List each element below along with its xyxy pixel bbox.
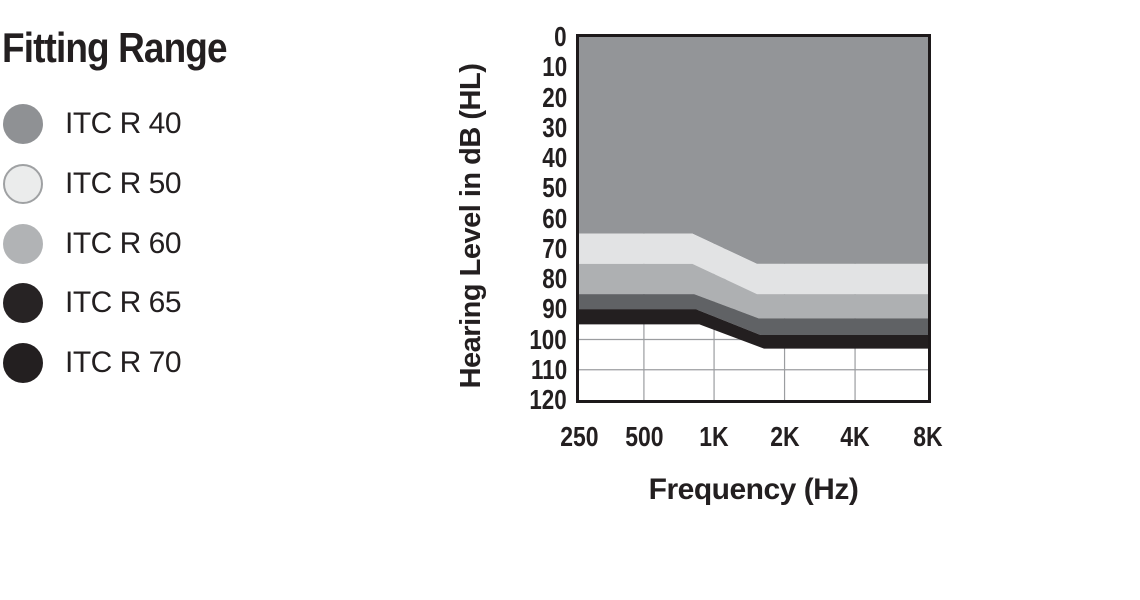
legend-swatch-itc-r-70-icon	[3, 343, 43, 383]
legend-label-itc-r-40: ITC R 40	[65, 107, 182, 140]
band-itc-r-70	[579, 309, 928, 349]
x-tick-label: 250	[559, 421, 599, 452]
legend-label-itc-r-65: ITC R 65	[65, 286, 182, 319]
legend-swatch-itc-r-65-icon	[3, 283, 43, 323]
band-itc-r-60	[579, 263, 928, 319]
band-itc-r-65	[579, 294, 928, 335]
x-tick-label: 2K	[769, 421, 800, 452]
legend-label-itc-r-60: ITC R 60	[65, 227, 182, 260]
plot-svg	[579, 37, 928, 400]
legend-swatch-itc-r-40-icon	[3, 104, 43, 144]
legend-item-itc-r-50: ITC R 50	[3, 163, 182, 205]
band-itc-r-50	[579, 233, 928, 295]
legend-item-itc-r-40: ITC R 40	[3, 103, 182, 145]
legend-item-itc-r-60: ITC R 60	[3, 223, 182, 265]
legend-item-itc-r-70: ITC R 70	[3, 342, 182, 384]
y-axis-title: Hearing Level in dB (HL)	[455, 63, 487, 389]
x-tick-label: 500	[624, 421, 664, 452]
x-axis-title: Frequency (Hz)	[648, 473, 859, 506]
legend-swatch-itc-r-60-icon	[3, 224, 43, 264]
legend-label-itc-r-50: ITC R 50	[65, 167, 182, 200]
legend-item-itc-r-65: ITC R 65	[3, 282, 182, 324]
plot-area	[576, 34, 931, 403]
x-tick-label: 8K	[913, 421, 943, 452]
band-itc-r-40	[579, 37, 928, 264]
figure-title: Fitting Range	[2, 24, 228, 71]
legend-swatch-itc-r-50-icon	[3, 164, 43, 204]
legend-label-itc-r-70: ITC R 70	[65, 346, 182, 379]
x-tick-label: 1K	[699, 421, 729, 452]
x-tick-label: 4K	[840, 421, 870, 452]
